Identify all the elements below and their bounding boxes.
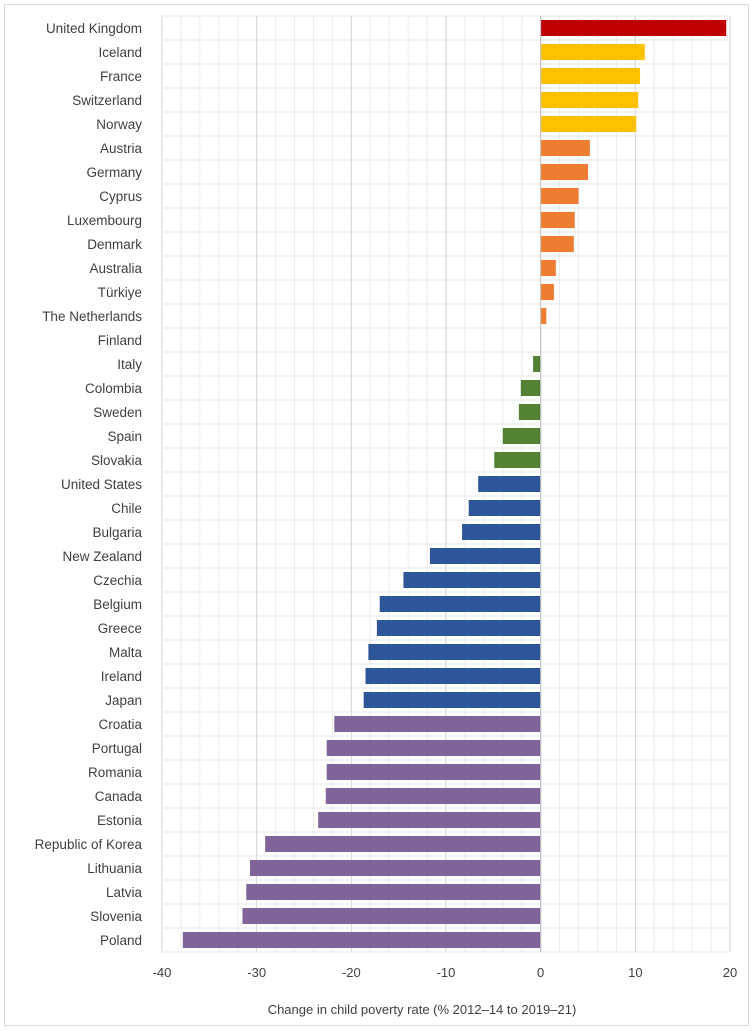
bar-t-rkiye (540, 284, 554, 300)
category-label: Austria (100, 141, 143, 156)
bar-bulgaria (462, 524, 541, 540)
x-tick-label: 0 (537, 965, 544, 980)
bar-estonia (318, 812, 541, 828)
bar-norway (540, 116, 637, 132)
x-tick-label: -10 (437, 965, 456, 980)
category-label: Iceland (98, 45, 142, 60)
category-label: Slovakia (91, 453, 143, 468)
bar-czechia (403, 572, 541, 588)
bar-japan (363, 692, 541, 708)
bar-greece (376, 620, 541, 636)
bar-the-netherlands (540, 308, 547, 324)
bar-austria (540, 140, 590, 156)
bar-chile (468, 500, 541, 516)
category-label: Romania (88, 765, 143, 780)
bars (182, 20, 727, 948)
category-label: United States (61, 477, 142, 492)
category-label: United Kingdom (46, 21, 142, 36)
category-label: Poland (100, 933, 142, 948)
category-label: Czechia (93, 573, 142, 588)
category-label: Portugal (92, 741, 142, 756)
category-label: Spain (107, 429, 142, 444)
category-label: Italy (117, 357, 142, 372)
category-label: Belgium (93, 597, 142, 612)
category-label: Latvia (106, 885, 143, 900)
bar-canada (325, 788, 541, 804)
x-tick-label: -40 (153, 965, 172, 980)
bar-latvia (246, 884, 541, 900)
category-label: Croatia (98, 717, 142, 732)
category-label: Australia (89, 261, 142, 276)
bar-italy (533, 356, 541, 372)
category-label: Malta (109, 645, 143, 660)
category-label: Slovenia (90, 909, 142, 924)
category-label: France (100, 69, 142, 84)
bar-sweden (518, 404, 541, 420)
bar-colombia (520, 380, 541, 396)
category-label: Republic of Korea (35, 837, 143, 852)
category-label: Norway (96, 117, 142, 132)
bar-united-kingdom (540, 20, 727, 36)
category-labels: United Kingdom Iceland France Switzerland No… (35, 21, 143, 948)
category-label: Japan (105, 693, 142, 708)
bar-slovenia (242, 908, 541, 924)
bar-cyprus (540, 188, 579, 204)
x-axis-label: Change in child poverty rate (% 2012–14 … (268, 1002, 577, 1017)
bar-denmark (540, 236, 574, 252)
category-label: Sweden (93, 405, 142, 420)
gridlines (161, 15, 731, 953)
bar-australia (540, 260, 556, 276)
category-label: Cyprus (99, 189, 142, 204)
x-tick-label: 10 (628, 965, 642, 980)
category-label: Chile (111, 501, 142, 516)
bar-ireland (365, 668, 541, 684)
category-label: Greece (98, 621, 142, 636)
category-label: Denmark (87, 237, 142, 252)
category-label: The Netherlands (42, 309, 142, 324)
axes: -40 -30 -20 -10 0 10 20 (153, 16, 737, 980)
bar-lithuania (250, 860, 541, 876)
bar-portugal (326, 740, 541, 756)
bar-iceland (540, 44, 645, 60)
x-tick-label: -30 (247, 965, 266, 980)
x-tick-label: 20 (723, 965, 737, 980)
bar-new-zealand (429, 548, 541, 564)
category-label: Türkiye (98, 285, 142, 300)
bar-poland (182, 932, 541, 948)
category-label: Switzerland (72, 93, 142, 108)
category-label: Estonia (97, 813, 143, 828)
bar-switzerland (540, 92, 639, 108)
category-label: Luxembourg (67, 213, 142, 228)
bar-croatia (334, 716, 541, 732)
bar-republic-of-korea (265, 836, 541, 852)
category-label: Ireland (101, 669, 142, 684)
bar-malta (368, 644, 541, 660)
x-tick-label: -20 (342, 965, 361, 980)
category-label: Colombia (85, 381, 143, 396)
category-label: Germany (86, 165, 142, 180)
bar-france (540, 68, 641, 84)
bar-belgium (379, 596, 541, 612)
bar-slovakia (494, 452, 541, 468)
bar-spain (502, 428, 541, 444)
bar-united-states (478, 476, 541, 492)
category-label: Lithuania (87, 861, 142, 876)
category-label: Canada (95, 789, 143, 804)
category-label: New Zealand (62, 549, 142, 564)
bar-germany (540, 164, 588, 180)
category-label: Bulgaria (92, 525, 142, 540)
bar-romania (326, 764, 541, 780)
bar-luxembourg (540, 212, 575, 228)
category-label: Finland (98, 333, 142, 348)
